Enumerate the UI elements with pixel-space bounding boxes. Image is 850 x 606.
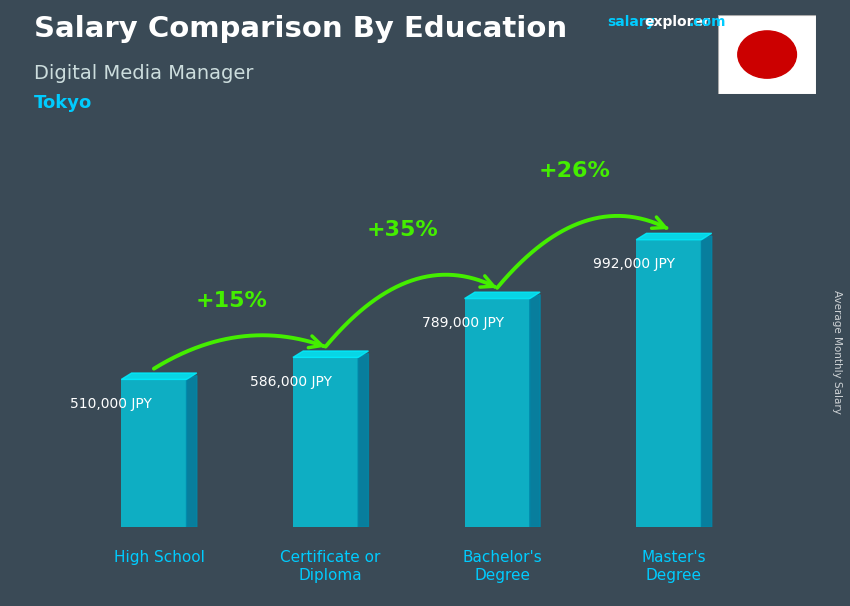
- Polygon shape: [701, 236, 711, 527]
- Bar: [465, 299, 530, 527]
- Polygon shape: [530, 295, 540, 527]
- Text: .com: .com: [688, 15, 726, 29]
- Polygon shape: [122, 373, 197, 379]
- Bar: [636, 240, 701, 527]
- Text: 510,000 JPY: 510,000 JPY: [70, 397, 152, 411]
- Text: Bachelor's
Degree: Bachelor's Degree: [462, 550, 542, 583]
- Text: High School: High School: [114, 550, 205, 565]
- Circle shape: [738, 31, 796, 78]
- Polygon shape: [465, 292, 540, 299]
- Text: Master's
Degree: Master's Degree: [642, 550, 706, 583]
- Text: +15%: +15%: [196, 291, 267, 311]
- Text: Certificate or
Diploma: Certificate or Diploma: [280, 550, 381, 583]
- Text: +26%: +26%: [538, 161, 610, 181]
- Text: Average Monthly Salary: Average Monthly Salary: [832, 290, 842, 413]
- Text: Digital Media Manager: Digital Media Manager: [34, 64, 253, 82]
- Polygon shape: [186, 376, 197, 527]
- Text: 586,000 JPY: 586,000 JPY: [250, 375, 332, 389]
- Bar: [122, 379, 186, 527]
- Text: explorer: explorer: [644, 15, 710, 29]
- Text: 789,000 JPY: 789,000 JPY: [422, 316, 504, 330]
- Text: salary: salary: [608, 15, 655, 29]
- Text: Tokyo: Tokyo: [34, 94, 93, 112]
- Bar: [293, 358, 358, 527]
- Text: Salary Comparison By Education: Salary Comparison By Education: [34, 15, 567, 43]
- Text: +35%: +35%: [367, 220, 439, 240]
- Polygon shape: [358, 353, 368, 527]
- Polygon shape: [293, 351, 368, 358]
- Text: 992,000 JPY: 992,000 JPY: [593, 257, 676, 271]
- Polygon shape: [636, 233, 711, 240]
